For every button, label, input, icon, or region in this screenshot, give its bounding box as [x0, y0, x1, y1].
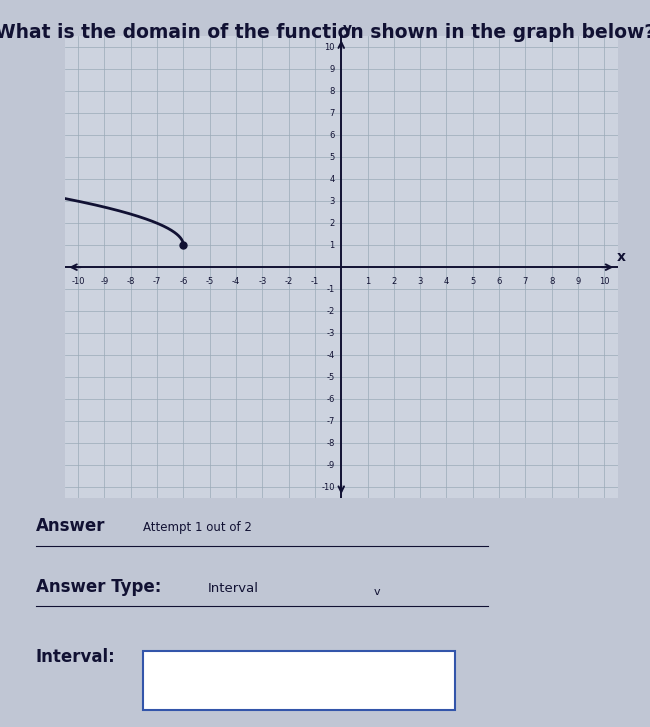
Text: -5: -5	[205, 277, 214, 286]
FancyBboxPatch shape	[143, 651, 455, 710]
Text: 10: 10	[599, 277, 610, 286]
Text: 1: 1	[330, 241, 335, 249]
Text: -4: -4	[326, 350, 335, 360]
Text: 3: 3	[417, 277, 423, 286]
Text: Interval:: Interval:	[36, 648, 116, 666]
Text: y: y	[343, 22, 352, 36]
Text: -2: -2	[326, 307, 335, 316]
Text: -6: -6	[179, 277, 188, 286]
Text: 1: 1	[365, 277, 370, 286]
Text: 9: 9	[575, 277, 580, 286]
Text: -7: -7	[153, 277, 161, 286]
Text: Answer Type:: Answer Type:	[36, 578, 161, 596]
Text: 7: 7	[330, 109, 335, 118]
Text: What is the domain of the function shown in the graph below?: What is the domain of the function shown…	[0, 23, 650, 42]
Text: -1: -1	[326, 285, 335, 294]
Point	[32, 602, 40, 611]
Text: -10: -10	[321, 483, 335, 491]
Text: -9: -9	[326, 460, 335, 470]
Text: v: v	[374, 587, 380, 597]
Text: Attempt 1 out of 2: Attempt 1 out of 2	[143, 521, 252, 534]
Text: -4: -4	[232, 277, 240, 286]
Text: 4: 4	[330, 174, 335, 184]
Text: Interval: Interval	[208, 582, 259, 595]
Text: 3: 3	[330, 197, 335, 206]
Text: -6: -6	[326, 395, 335, 403]
Text: -8: -8	[326, 438, 335, 448]
Text: -9: -9	[100, 277, 109, 286]
Text: 5: 5	[470, 277, 475, 286]
Text: -8: -8	[127, 277, 135, 286]
Point	[32, 542, 40, 550]
Text: -3: -3	[258, 277, 266, 286]
Text: 5: 5	[330, 153, 335, 161]
Text: 7: 7	[523, 277, 528, 286]
Text: 8: 8	[549, 277, 554, 286]
Point	[484, 602, 491, 611]
Text: 2: 2	[391, 277, 396, 286]
Text: -1: -1	[311, 277, 319, 286]
Text: -5: -5	[326, 373, 335, 382]
Text: 8: 8	[330, 87, 335, 96]
Text: -3: -3	[326, 329, 335, 337]
Text: 6: 6	[330, 131, 335, 140]
Text: -10: -10	[72, 277, 85, 286]
Text: -2: -2	[285, 277, 292, 286]
Text: Answer: Answer	[36, 517, 105, 535]
Text: 9: 9	[330, 65, 335, 74]
Text: -7: -7	[326, 417, 335, 425]
Text: 4: 4	[444, 277, 449, 286]
Point	[484, 542, 491, 550]
Text: 6: 6	[497, 277, 502, 286]
Text: x: x	[617, 249, 626, 264]
Text: 10: 10	[324, 43, 335, 52]
Text: 2: 2	[330, 219, 335, 228]
